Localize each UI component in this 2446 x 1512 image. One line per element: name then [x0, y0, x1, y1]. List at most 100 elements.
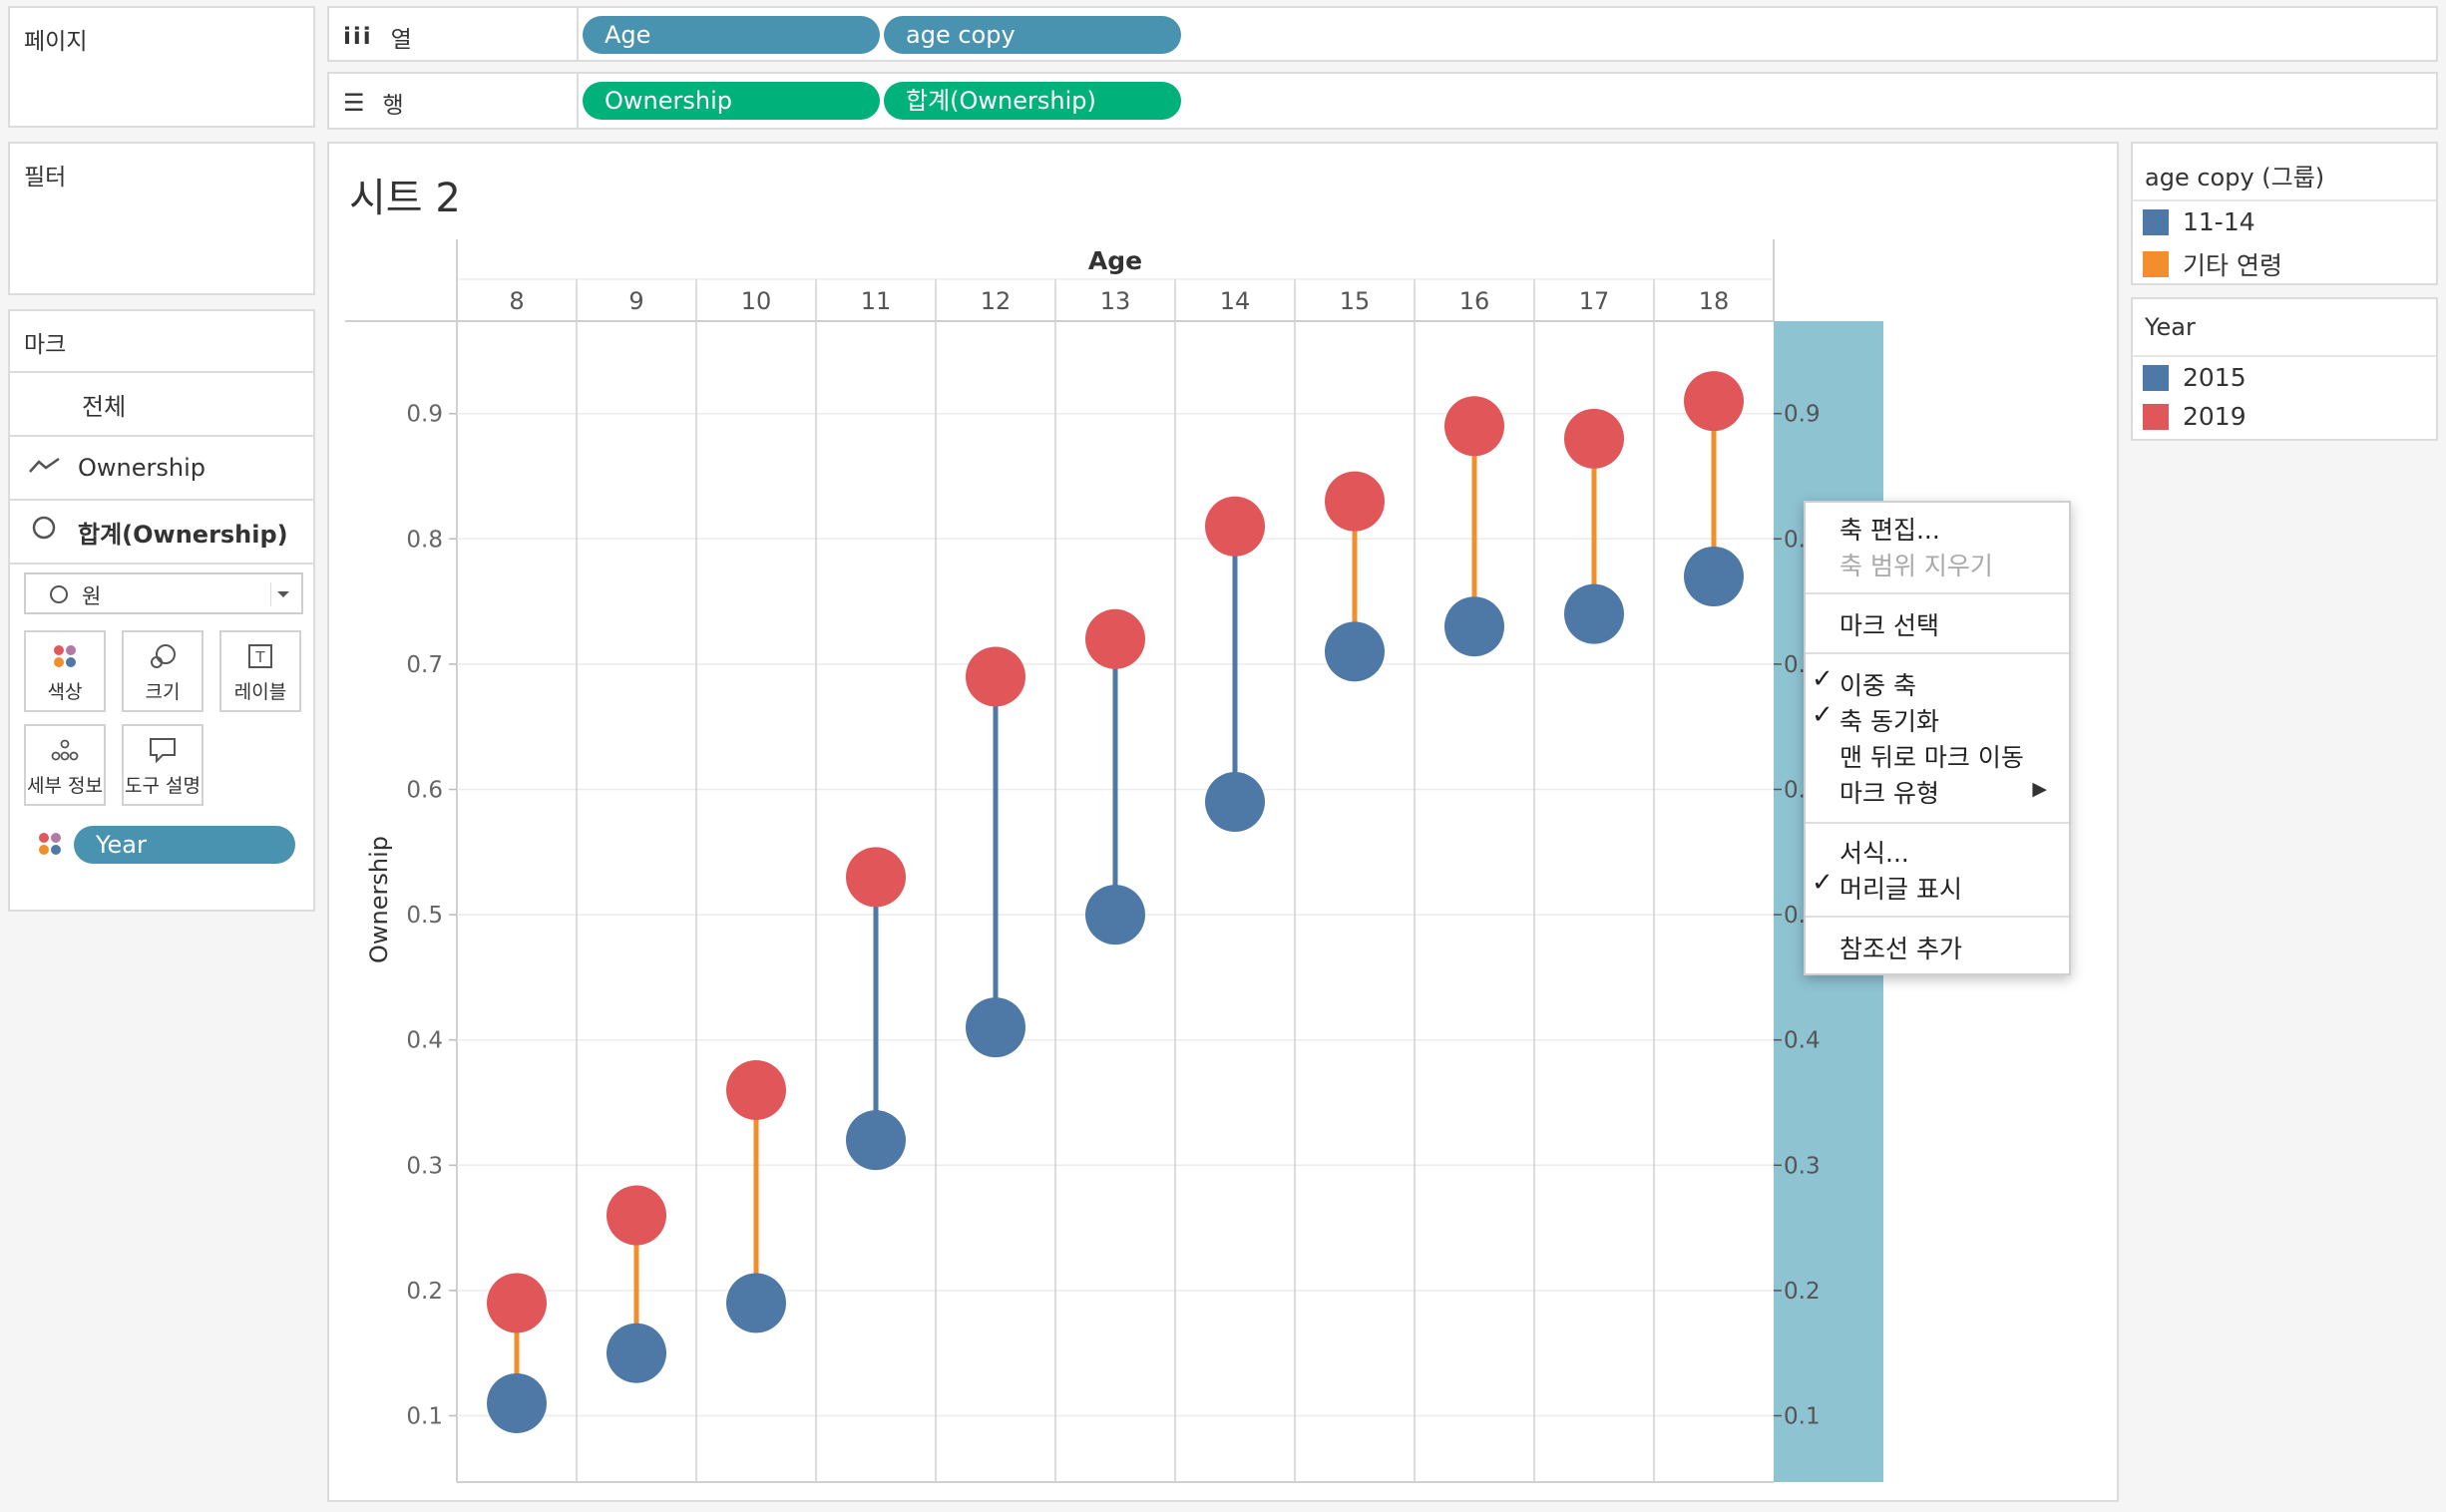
y-tick-label: 0.8 [406, 527, 443, 553]
menu-show-header[interactable]: 머리글 표시 [1839, 875, 1962, 904]
point-2019 [966, 646, 1025, 707]
point-2015 [1444, 596, 1504, 657]
legend-item-2019[interactable]: 2019 [2143, 402, 2246, 431]
year-legend-title: Year [2145, 313, 2196, 341]
tooltip-icon [148, 736, 178, 769]
y-tick-label: 0.4 [406, 1028, 443, 1054]
x-category-label: 16 [1459, 287, 1490, 315]
menu-separator [1806, 822, 2069, 824]
mark-type-dropdown[interactable]: 원 [24, 572, 303, 614]
y2-tick-label: 0.9 [1784, 402, 1821, 428]
age-pill[interactable]: Age [583, 16, 880, 54]
detail-button[interactable]: 세부 정보 [24, 724, 106, 806]
point-2019 [1085, 608, 1145, 669]
menu-format[interactable]: 서식... [1839, 839, 1909, 868]
line-mark-icon [28, 454, 78, 482]
point-2015 [1205, 772, 1265, 833]
x-category-label: 12 [981, 287, 1012, 315]
rows-icon: ☰ [343, 89, 365, 117]
menu-select-marks[interactable]: 마크 선택 [1839, 611, 1939, 640]
x-category-label: 10 [741, 287, 772, 315]
legend-item-label: 2015 [2183, 363, 2246, 392]
marks-layer-label: 합계(Ownership) [78, 520, 288, 549]
legend-swatch [2143, 403, 2169, 430]
filters-title: 필터 [24, 165, 67, 190]
sheet-title: 시트 2 [349, 176, 461, 221]
marks-title: 마크 [24, 332, 67, 358]
marks-layer-label: Ownership [78, 454, 205, 482]
legend-item-other-ages[interactable]: 기타 연령 [2143, 246, 2282, 282]
sum-ownership-pill[interactable]: 합계(Ownership) [884, 82, 1181, 120]
menu-separator [1806, 652, 2069, 654]
tooltip-button[interactable]: 도구 설명 [122, 724, 204, 806]
columns-shelf-label: iii 열 [343, 20, 412, 54]
menu-synchronize-axis[interactable]: 축 동기화 [1839, 707, 1939, 736]
ownership-pill[interactable]: Ownership [583, 82, 880, 120]
point-2015 [726, 1273, 786, 1333]
point-2019 [1444, 396, 1504, 457]
y2-tick-label: 0.1 [1784, 1404, 1821, 1430]
color-icon [51, 642, 79, 675]
point-2019 [1564, 408, 1624, 469]
shelf-divider [577, 74, 579, 128]
columns-shelf[interactable]: iii 열 Age age copy [327, 6, 2438, 62]
y2-tick-label: 0.4 [1784, 1028, 1821, 1054]
pages-card: 페이지 [8, 6, 315, 128]
filters-card[interactable]: 필터 [8, 142, 315, 295]
x-category-label: 18 [1699, 287, 1730, 315]
point-2015 [1085, 885, 1145, 945]
marks-detail-area [10, 563, 313, 565]
marks-layer-all-label: 전체 [82, 392, 127, 421]
legend-divider [2133, 355, 2436, 357]
submenu-arrow-icon: ▶ [2032, 778, 2047, 800]
point-2015 [1564, 583, 1624, 644]
color-button[interactable]: 색상 [24, 630, 106, 712]
check-icon: ✓ [1812, 664, 1834, 694]
size-button[interactable]: 크기 [122, 630, 204, 712]
circle-icon [50, 585, 68, 603]
marks-layer-ownership-line[interactable]: Ownership [10, 435, 313, 499]
x-category-label: 15 [1340, 287, 1371, 315]
x-category-label: 9 [628, 287, 643, 315]
tooltip-button-label: 도구 설명 [125, 775, 201, 797]
label-button[interactable]: T 레이블 [219, 630, 301, 712]
detail-icon [49, 736, 81, 769]
menu-move-marks-to-back[interactable]: 맨 뒤로 마크 이동 [1839, 743, 2024, 772]
group-legend-title: age copy (그룹) [2145, 164, 2325, 191]
year-color-pill[interactable]: Year [74, 826, 295, 864]
menu-clear-axis-range: 축 범위 지우기 [1839, 552, 1993, 580]
marks-layer-all[interactable]: 전체 [10, 371, 313, 435]
menu-add-reference-line[interactable]: 참조선 추가 [1839, 935, 1962, 963]
x-category-label: 13 [1100, 287, 1131, 315]
legend-item-2015[interactable]: 2015 [2143, 363, 2246, 392]
legend-swatch [2143, 251, 2169, 277]
color-icon [36, 830, 64, 862]
rows-shelf[interactable]: ☰ 행 Ownership 합계(Ownership) [327, 72, 2438, 130]
y-tick-label: 0.7 [406, 652, 443, 678]
marks-layer-sum-ownership[interactable]: 합계(Ownership) [10, 499, 313, 563]
point-2019 [487, 1273, 547, 1333]
menu-mark-type[interactable]: 마크 유형 [1839, 779, 1939, 808]
menu-edit-axis[interactable]: 축 편집... [1839, 516, 1940, 545]
y-tick-label: 0.5 [406, 903, 443, 929]
rows-shelf-label: ☰ 행 [343, 86, 404, 120]
age-copy-pill[interactable]: age copy [884, 16, 1181, 54]
point-2015 [966, 997, 1025, 1058]
menu-separator [1806, 592, 2069, 594]
y2-tick-label: 0.3 [1784, 1153, 1821, 1179]
legend-item-11-14[interactable]: 11-14 [2143, 207, 2255, 236]
point-2015 [607, 1323, 666, 1383]
size-icon [148, 642, 178, 677]
legend-item-label: 2019 [2183, 402, 2246, 431]
axis-context-menu: 축 편집... 축 범위 지우기 마크 선택 ✓ 이중 축 ✓ 축 동기화 맨 … [1804, 501, 2071, 975]
legend-item-label: 11-14 [2183, 207, 2255, 236]
point-2019 [846, 847, 906, 908]
legend-swatch [2143, 364, 2169, 391]
label-button-label: 레이블 [233, 681, 287, 703]
menu-dual-axis[interactable]: 이중 축 [1839, 671, 1916, 700]
rows-shelf-title: 행 [382, 93, 404, 119]
marks-card: 마크 전체 Ownership 합계(Ownership) 원 색상 크기 [8, 309, 315, 912]
point-2019 [1684, 371, 1744, 432]
year-legend: Year 2015 2019 [2131, 297, 2438, 441]
